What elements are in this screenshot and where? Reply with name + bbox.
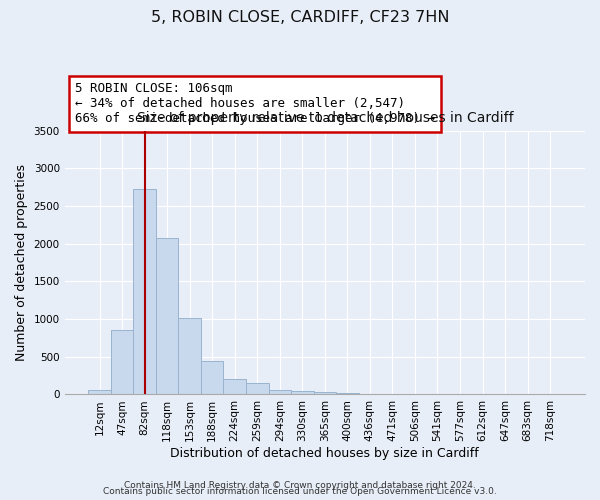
- Bar: [133, 190, 156, 394]
- X-axis label: Distribution of detached houses by size in Cardiff: Distribution of detached houses by size …: [170, 447, 479, 460]
- Text: 5, ROBIN CLOSE, CARDIFF, CF23 7HN: 5, ROBIN CLOSE, CARDIFF, CF23 7HN: [151, 10, 449, 25]
- Bar: [291, 390, 314, 394]
- Bar: [178, 318, 201, 394]
- Bar: [336, 393, 359, 394]
- Y-axis label: Number of detached properties: Number of detached properties: [15, 164, 28, 361]
- Bar: [111, 330, 133, 394]
- Bar: [246, 383, 269, 394]
- Bar: [156, 238, 178, 394]
- Text: 5 ROBIN CLOSE: 106sqm
← 34% of detached houses are smaller (2,547)
66% of semi-d: 5 ROBIN CLOSE: 106sqm ← 34% of detached …: [75, 82, 435, 126]
- Text: Contains HM Land Registry data © Crown copyright and database right 2024.: Contains HM Land Registry data © Crown c…: [124, 481, 476, 490]
- Bar: [223, 378, 246, 394]
- Bar: [269, 390, 291, 394]
- Bar: [314, 392, 336, 394]
- Bar: [201, 360, 223, 394]
- Title: Size of property relative to detached houses in Cardiff: Size of property relative to detached ho…: [137, 112, 513, 126]
- Bar: [88, 390, 111, 394]
- Text: Contains public sector information licensed under the Open Government Licence v3: Contains public sector information licen…: [103, 487, 497, 496]
